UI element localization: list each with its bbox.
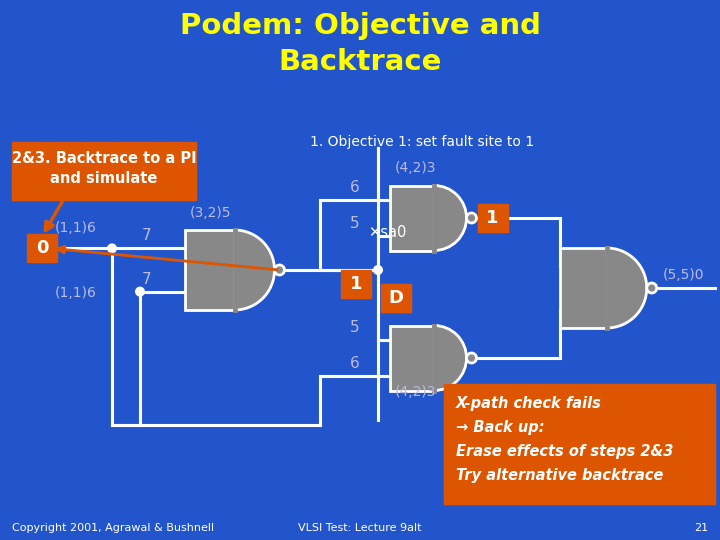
Text: ✕sa0: ✕sa0: [368, 225, 406, 240]
Text: Copyright 2001, Agrawal & Bushnell: Copyright 2001, Agrawal & Bushnell: [12, 523, 214, 533]
Text: Erase effects of steps 2&3: Erase effects of steps 2&3: [456, 444, 673, 459]
Text: (4,2)3: (4,2)3: [395, 384, 436, 399]
Text: (4,2)3: (4,2)3: [395, 161, 436, 176]
Text: 7: 7: [142, 272, 152, 287]
Bar: [390, 186, 434, 251]
Text: 6: 6: [350, 355, 360, 370]
FancyBboxPatch shape: [12, 142, 196, 200]
Circle shape: [135, 287, 145, 296]
Text: Try alternative backtrace: Try alternative backtrace: [456, 468, 663, 483]
FancyBboxPatch shape: [381, 284, 411, 312]
Text: 7: 7: [142, 228, 152, 244]
FancyBboxPatch shape: [341, 270, 371, 298]
Text: VLSI Test: Lecture 9alt: VLSI Test: Lecture 9alt: [298, 523, 422, 533]
Bar: [390, 326, 434, 390]
Text: Backtrace: Backtrace: [279, 48, 441, 76]
Text: → Back up:: → Back up:: [456, 420, 544, 435]
FancyBboxPatch shape: [27, 234, 57, 262]
Wedge shape: [434, 326, 467, 390]
Text: 21: 21: [694, 523, 708, 533]
Circle shape: [467, 353, 477, 363]
FancyBboxPatch shape: [477, 204, 508, 232]
Text: 2&3. Backtrace to a PI: 2&3. Backtrace to a PI: [12, 151, 197, 166]
Text: and simulate: and simulate: [50, 171, 158, 186]
Wedge shape: [235, 230, 274, 310]
Wedge shape: [607, 248, 647, 328]
Circle shape: [647, 283, 657, 293]
FancyBboxPatch shape: [444, 384, 715, 504]
Text: 5: 5: [350, 320, 360, 335]
Circle shape: [274, 265, 284, 275]
Text: (3,2)5: (3,2)5: [190, 206, 232, 220]
Text: 0: 0: [36, 239, 48, 258]
Text: D: D: [389, 289, 403, 307]
Text: 1: 1: [486, 209, 499, 227]
Bar: [560, 248, 607, 328]
Text: Podem: Objective and: Podem: Objective and: [179, 12, 541, 40]
Text: (1,1)6: (1,1)6: [55, 221, 97, 235]
Circle shape: [467, 213, 477, 223]
Circle shape: [373, 265, 383, 275]
Text: (1,1)6: (1,1)6: [55, 286, 97, 300]
Text: 5: 5: [350, 215, 360, 231]
Text: (5,5)0: (5,5)0: [662, 268, 704, 282]
Text: 1: 1: [350, 275, 362, 293]
Text: X-path check fails: X-path check fails: [456, 396, 602, 411]
Text: 6: 6: [350, 180, 360, 195]
Circle shape: [107, 244, 117, 253]
Wedge shape: [434, 186, 467, 251]
Bar: [185, 230, 235, 310]
Text: 1. Objective 1: set fault site to 1: 1. Objective 1: set fault site to 1: [310, 135, 534, 149]
